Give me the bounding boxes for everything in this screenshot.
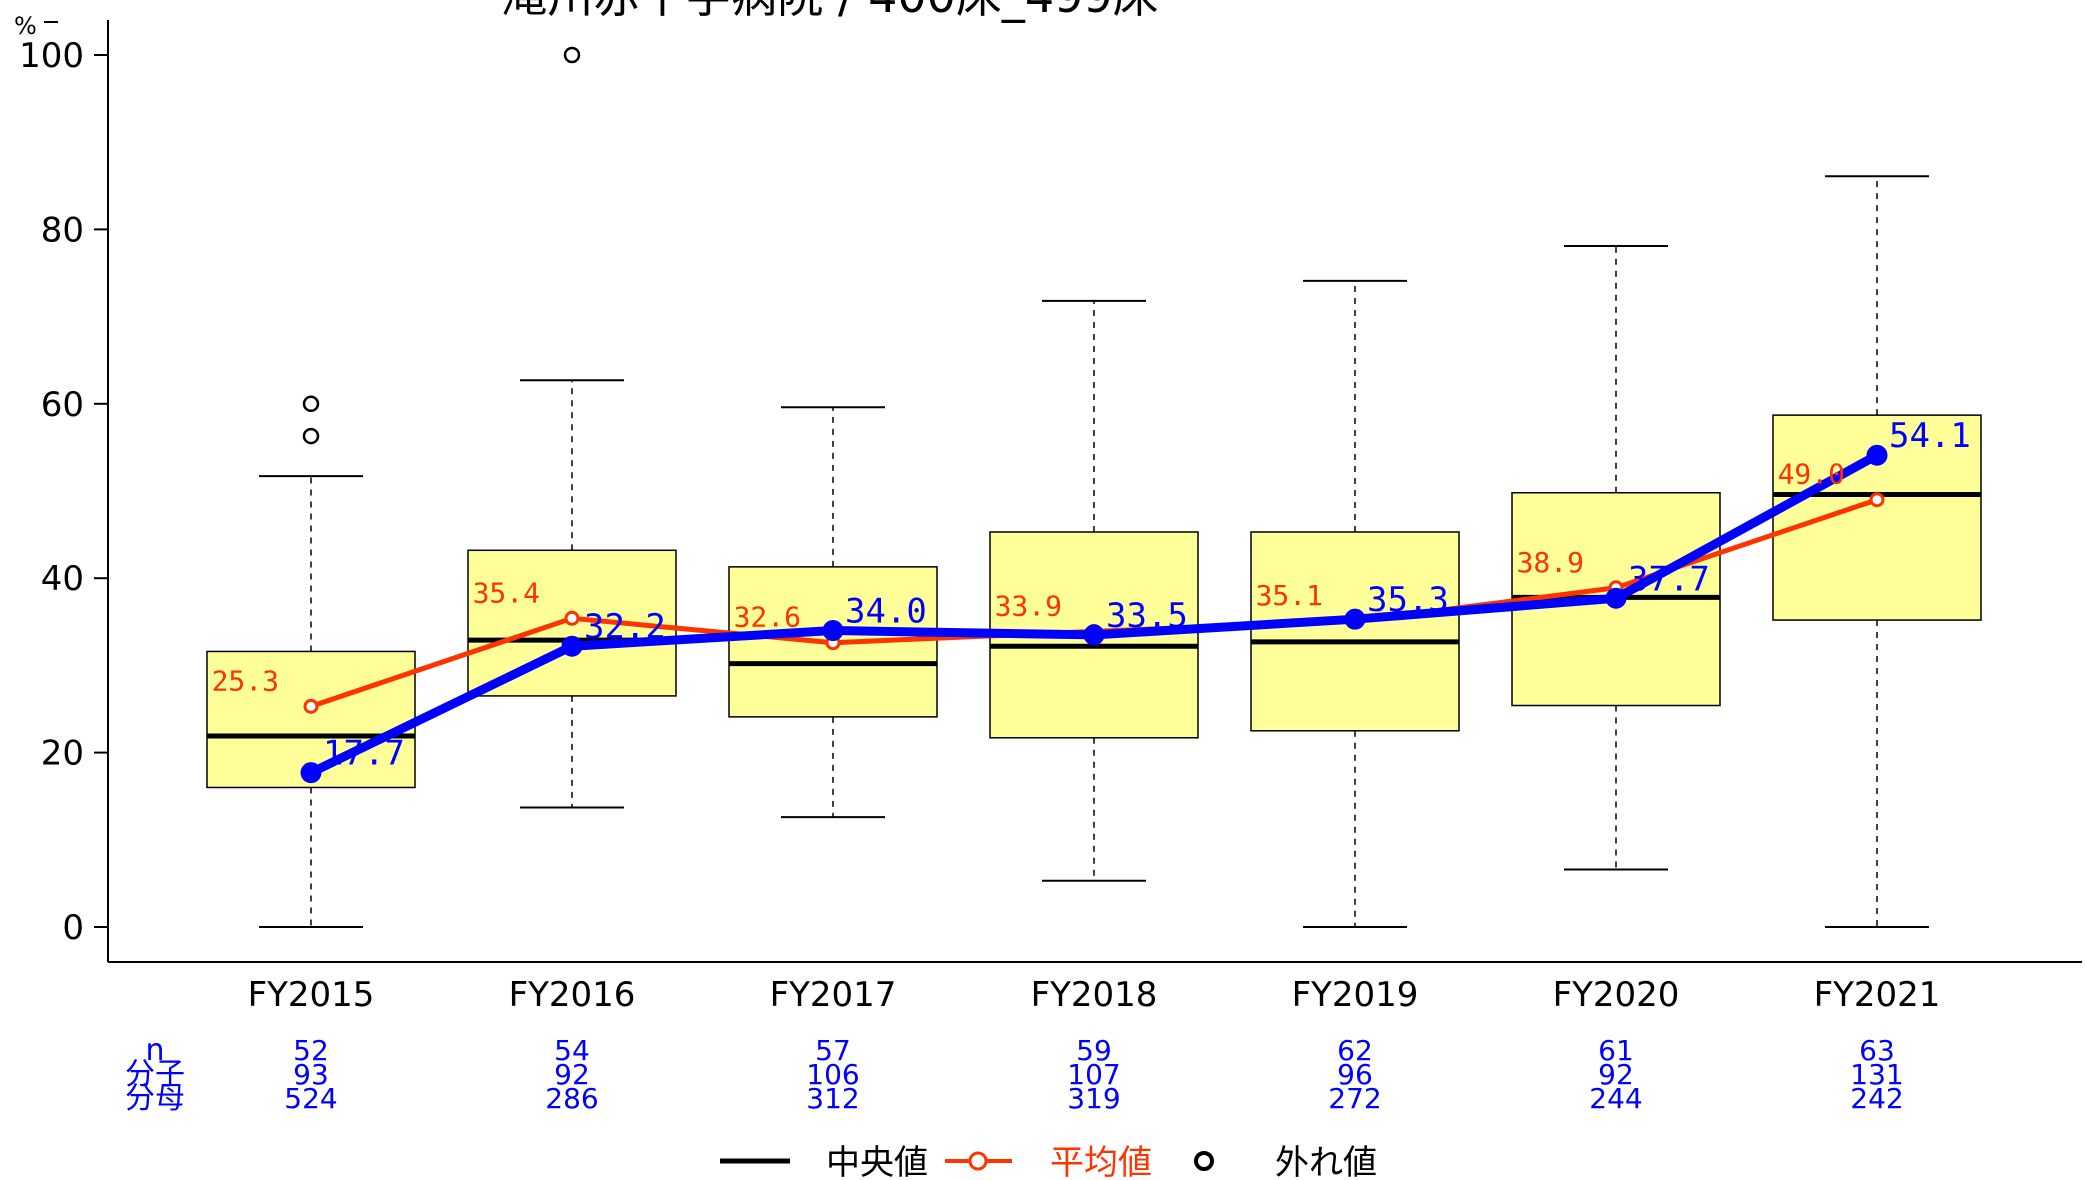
table-cell: 242 xyxy=(1850,1082,1903,1115)
box-iqr xyxy=(1250,531,1460,732)
table-cell: 62 xyxy=(1337,1034,1373,1067)
facility-value-label: 37.7 xyxy=(1628,559,1710,599)
y-tick-label: 20 xyxy=(41,734,84,774)
y-tick-label: 100 xyxy=(19,36,84,76)
y-tick-label: 60 xyxy=(41,385,84,425)
facility-value-label: 17.7 xyxy=(323,734,405,774)
table-cell: 106 xyxy=(806,1058,859,1091)
table-cell: 52 xyxy=(293,1034,329,1067)
x-tick-label: FY2020 xyxy=(1553,975,1680,1015)
mean-value-label: 49.0 xyxy=(1778,458,1845,491)
x-tick-label: FY2018 xyxy=(1031,975,1158,1015)
table-cell: 57 xyxy=(815,1034,851,1067)
facility-value-label: 32.2 xyxy=(584,607,666,647)
boxplot xyxy=(467,46,677,809)
legend-outlier-label: 外れ値 xyxy=(1275,1143,1377,1180)
boxplot xyxy=(206,395,416,928)
table-cell: 244 xyxy=(1589,1082,1642,1115)
table-cell: 54 xyxy=(554,1034,590,1067)
table-cell: 319 xyxy=(1067,1082,1120,1115)
outlier-point xyxy=(563,46,581,64)
mean-value-label: 25.3 xyxy=(212,664,279,697)
axes: 0 20 40 60 80 100 FY2015 FY2016 FY2017 FY2018 FY20… xyxy=(19,20,2082,1015)
table-cell: 312 xyxy=(806,1082,859,1115)
chart-title: 滝川赤十字病院 / 400床_499床 xyxy=(501,0,1158,23)
x-tick-label: FY2021 xyxy=(1814,975,1941,1015)
table-cell: 131 xyxy=(1850,1058,1903,1091)
table-row-label: 分母 xyxy=(125,1081,185,1116)
table-cell: 61 xyxy=(1598,1034,1634,1067)
facility-value-label: 35.3 xyxy=(1367,580,1449,620)
facility-point xyxy=(1344,608,1366,630)
legend: 中央値 平均値 外れ値 xyxy=(720,1143,1377,1180)
facility-value-label: 33.5 xyxy=(1106,596,1188,636)
facility-point xyxy=(561,635,583,657)
facility-value-label: 34.0 xyxy=(845,592,927,632)
table-cell: 63 xyxy=(1859,1034,1895,1067)
facility-point xyxy=(1605,587,1627,609)
table-cell: 92 xyxy=(554,1058,590,1091)
boxes xyxy=(206,46,1982,928)
x-tick-label: FY2015 xyxy=(248,975,375,1015)
boxplot xyxy=(1772,175,1982,928)
series: 25.3 35.4 32.6 33.9 35.1 38.9 49.0 17.7 32.2 34.0… xyxy=(212,416,1971,784)
y-tick-label: 0 xyxy=(62,908,84,948)
facility-point xyxy=(822,620,844,642)
y-axis-label: % xyxy=(14,12,37,40)
x-tick-label: FY2016 xyxy=(509,975,636,1015)
facility-point xyxy=(300,762,322,784)
x-tick-label: FY2017 xyxy=(770,975,897,1015)
boxplot xyxy=(1250,279,1460,928)
outlier-point xyxy=(302,427,320,445)
mean-point xyxy=(303,698,319,714)
legend-median-label: 中央値 xyxy=(826,1143,928,1180)
table-cell: 286 xyxy=(545,1082,598,1115)
table-cell: 93 xyxy=(293,1058,329,1091)
table-cell: 92 xyxy=(1598,1058,1634,1091)
legend-outlier-marker xyxy=(1194,1151,1214,1171)
y-tick-label: 40 xyxy=(41,559,84,599)
y-tick-label: 80 xyxy=(41,210,84,250)
outlier-point xyxy=(302,395,320,413)
mean-value-label: 33.9 xyxy=(995,589,1062,622)
x-tick-label: FY2019 xyxy=(1292,975,1419,1015)
mean-value-label: 32.6 xyxy=(734,601,801,634)
mean-value-label: 38.9 xyxy=(1517,546,1584,579)
table-row-label: 分子 xyxy=(125,1057,185,1092)
table-cell: 59 xyxy=(1076,1034,1112,1067)
facility-value-label: 54.1 xyxy=(1889,416,1971,456)
mean-value-label: 35.4 xyxy=(473,576,540,609)
table-row-label: n xyxy=(145,1033,164,1068)
facility-point xyxy=(1083,624,1105,646)
mean-point xyxy=(564,610,580,626)
table-cell: 272 xyxy=(1328,1082,1381,1115)
facility-point xyxy=(1866,444,1888,466)
legend-mean-marker xyxy=(968,1151,988,1171)
table-cell: 107 xyxy=(1067,1058,1120,1091)
mean-point xyxy=(1869,492,1885,508)
table-cell: 524 xyxy=(284,1082,337,1115)
legend-mean-label: 平均値 xyxy=(1050,1143,1152,1180)
mean-value-label: 35.1 xyxy=(1256,579,1323,612)
table-cell: 96 xyxy=(1337,1058,1373,1091)
